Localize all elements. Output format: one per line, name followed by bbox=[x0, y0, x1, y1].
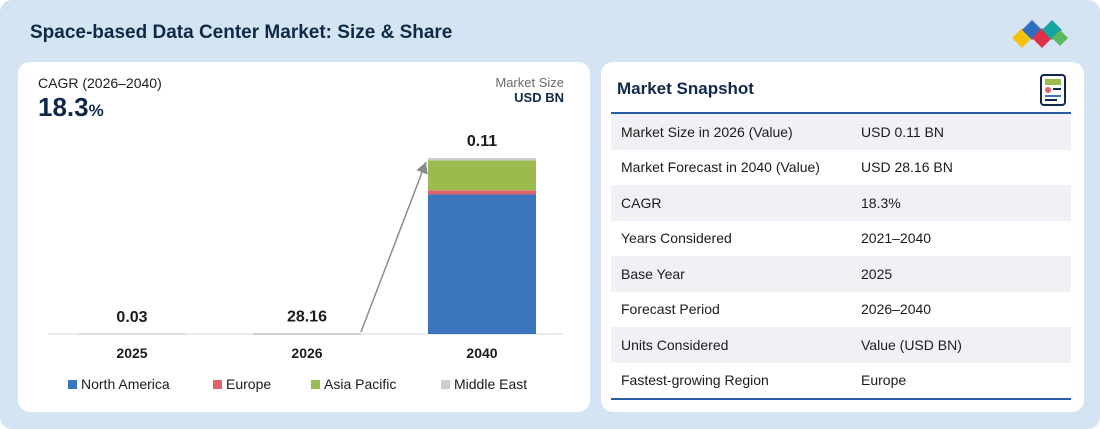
legend-label: North America bbox=[81, 376, 170, 392]
legend-item-middle-east: Middle East bbox=[441, 376, 527, 392]
snapshot-row: Market Forecast in 2040 (Value) USD 28.16… bbox=[611, 150, 1071, 186]
bar-segment-europe-2040 bbox=[428, 190, 536, 195]
snapshot-value: Europe bbox=[861, 372, 907, 389]
snapshot-value: USD 0.11 BN bbox=[851, 114, 1071, 150]
legend-label: Asia Pacific bbox=[324, 376, 397, 392]
snapshot-key: Market Forecast in 2040 (Value) bbox=[621, 159, 820, 176]
x-tick-label-2040: 2040 bbox=[466, 345, 497, 361]
snapshot-row: Years Considered 2021–2040 bbox=[611, 221, 1071, 257]
bar-segment-middle-east-2040 bbox=[428, 158, 536, 161]
snapshot-value: 18.3% bbox=[851, 185, 1071, 221]
snapshot-value: USD 28.16 BN bbox=[861, 159, 953, 176]
bar-segment-asia-pacific-2040 bbox=[428, 160, 536, 191]
chart-panel: CAGR (2026–2040) 18.3% Market Size USD B… bbox=[18, 62, 590, 412]
market-snapshot-panel: Market Snapshot Market Size in 2026 (Val… bbox=[601, 62, 1084, 412]
snapshot-key: Years Considered bbox=[621, 230, 732, 247]
snapshot-top-rule bbox=[611, 112, 1071, 114]
report-icon bbox=[1040, 74, 1066, 106]
legend-swatch-middle-east bbox=[441, 379, 450, 389]
snapshot-key: Units Considered bbox=[611, 327, 851, 363]
market-size-chart: 0.03 2025 28.16 2026 0.11 2040 bbox=[48, 133, 563, 361]
legend-item-europe: Europe bbox=[213, 376, 311, 392]
snapshot-key: Fastest-growing Region bbox=[621, 372, 769, 389]
snapshot-value: Value (USD BN) bbox=[851, 327, 1071, 363]
logo-diamond-green bbox=[1052, 30, 1068, 46]
growth-arrow-head bbox=[416, 162, 428, 175]
snapshot-key: Forecast Period bbox=[621, 301, 720, 318]
page-title: Space-based Data Center Market: Size & S… bbox=[30, 22, 453, 43]
bar-segment-middle-east-2025 bbox=[78, 333, 186, 335]
snapshot-key: Base Year bbox=[611, 256, 851, 292]
snapshot-row: Base Year 2025 bbox=[611, 256, 1071, 292]
snapshot-key: Market Size in 2026 (Value) bbox=[611, 114, 851, 150]
legend-swatch-north-america bbox=[68, 379, 77, 389]
snapshot-row: CAGR 18.3% bbox=[611, 185, 1071, 221]
legend-item-asia-pacific: Asia Pacific bbox=[311, 376, 441, 392]
snapshot-title: Market Snapshot bbox=[617, 79, 754, 98]
snapshot-table: Market Size in 2026 (Value) USD 0.11 BN Ma… bbox=[611, 114, 1071, 398]
snapshot-value: 2026–2040 bbox=[861, 301, 932, 318]
legend-label: Middle East bbox=[454, 376, 528, 392]
snapshot-row: Fastest-growing Region Europe bbox=[611, 363, 1071, 399]
snapshot-row: Units Considered Value (USD BN) bbox=[611, 327, 1071, 363]
snapshot-value: 2025 bbox=[851, 256, 1071, 292]
data-label-2026: 28.16 bbox=[287, 308, 327, 325]
legend-item-north-america: North America bbox=[68, 376, 213, 392]
x-tick-label-2025: 2025 bbox=[116, 345, 147, 361]
cagr-label: CAGR (2026–2040) bbox=[38, 75, 162, 91]
cagr-value: 18.3% bbox=[38, 92, 104, 122]
data-label-2025: 0.03 bbox=[116, 309, 147, 326]
snapshot-key: CAGR bbox=[611, 185, 851, 221]
legend-label: Europe bbox=[226, 376, 272, 392]
chart-legend: North America Europe Asia Pacific Middle… bbox=[68, 376, 527, 392]
snapshot-row: Forecast Period 2026–2040 bbox=[611, 292, 1071, 328]
legend-swatch-europe bbox=[213, 379, 222, 389]
snapshot-value: 2021–2040 bbox=[861, 230, 932, 247]
bar-segment-middle-east-2026 bbox=[253, 333, 361, 334]
legend-swatch-asia-pacific bbox=[311, 379, 320, 389]
unit-value: USD BN bbox=[514, 90, 564, 105]
snapshot-bottom-rule bbox=[611, 398, 1071, 400]
snapshot-row: Market Size in 2026 (Value) USD 0.11 BN bbox=[611, 114, 1071, 150]
unit-label: Market Size bbox=[495, 75, 564, 90]
growth-arrow-line bbox=[360, 161, 427, 333]
bar-segment-north-america-2040 bbox=[428, 194, 536, 334]
x-tick-label-2026: 2026 bbox=[291, 345, 322, 361]
data-label-2040: 0.11 bbox=[467, 133, 497, 150]
brand-logo bbox=[1012, 20, 1068, 48]
